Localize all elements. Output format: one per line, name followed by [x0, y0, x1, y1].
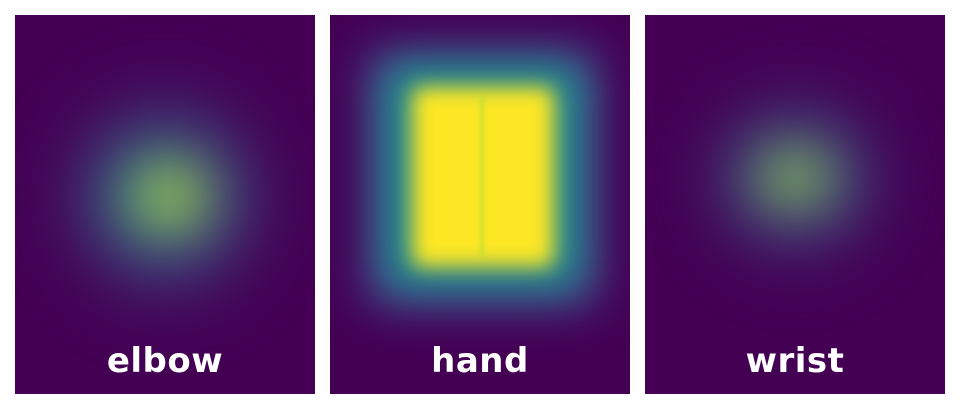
hand-heatmap	[330, 15, 630, 394]
panel-label-hand: hand	[431, 341, 529, 381]
panel-label-wrist: wrist	[745, 341, 845, 381]
heatmap-panel-hand: hand	[330, 15, 630, 394]
wrist-heatmap	[645, 15, 945, 394]
heatmap-panel-wrist: wrist	[645, 15, 945, 394]
panel-label-elbow: elbow	[106, 341, 224, 381]
elbow-heatmap	[15, 15, 315, 394]
heatmap-panel-elbow: elbow	[15, 15, 315, 394]
